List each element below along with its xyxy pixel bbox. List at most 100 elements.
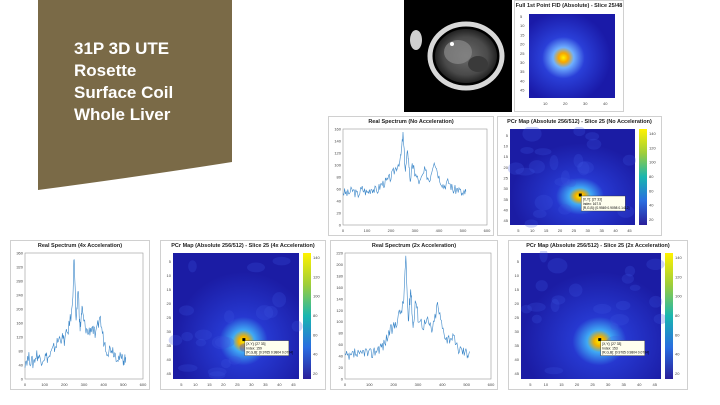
y-tick-label: 0 [21,377,24,382]
y-tick-label: 0 [339,223,342,228]
datatip-line: Index: 167.5 [583,202,601,206]
datatip-line: [X,Y]: [27 33] [602,342,621,346]
texture-blob [621,273,634,284]
y-tick-label: 35 [504,197,509,202]
texture-blob [550,298,560,313]
fid-xtick: 10 [543,101,548,106]
texture-blob [264,305,278,318]
y-tick-label: 280 [16,279,23,284]
texture-blob [228,356,241,365]
x-tick-label: 15 [559,382,564,387]
colorbar-tick: 120 [675,274,682,279]
x-tick-label: 20 [575,382,580,387]
texture-blob [646,258,665,271]
title-box-shape [38,0,232,190]
colorbar-tick: 120 [313,274,320,279]
x-tick-label: 25 [590,382,595,387]
y-tick-label: 80 [339,331,344,336]
x-tick-label: 100 [366,382,373,387]
texture-blob [577,161,590,176]
y-tick-label: 40 [19,363,24,368]
y-tick-label: 180 [336,273,343,278]
fid-map-title: Full 1st Point FID (Absolute) - Slice 25… [515,3,623,9]
y-tick-label: 40 [339,354,344,359]
texture-blob [195,338,207,347]
title-line-3: Surface Coil [74,83,174,102]
texture-blob [558,204,572,215]
x-tick-label: 5 [517,228,520,233]
y-tick-label: 45 [515,371,520,376]
texture-blob [211,335,231,350]
texture-blob [544,367,564,375]
datatip-line: [R,G,B]: [0.9569 0.9098 0.1412] [583,206,630,210]
x-tick-label: 30 [249,382,254,387]
texture-blob [214,336,235,348]
y-tick-label: 5 [169,259,172,264]
x-tick-label: 10 [530,228,535,233]
y-tick-label: 20 [337,211,342,216]
x-tick-label: 5 [529,382,532,387]
y-tick-label: 45 [504,218,509,223]
y-tick-label: 30 [167,329,172,334]
x-tick-label: 15 [207,382,212,387]
fid-map-svg: 10 20 30 40 5 10 15 20 25 30 35 40 45 [520,14,615,106]
y-tick-label: 40 [504,208,509,213]
datatip-line: [X,Y]: [27 33] [583,198,602,202]
colorbar-tick: 100 [649,160,656,165]
texture-blob [551,295,566,305]
texture-blob [208,371,226,380]
texture-blob [649,295,663,308]
y-tick-label: 160 [336,285,343,290]
colorbar [303,253,311,379]
x-tick-label: 45 [627,228,632,233]
datatip-line: Index: 159 [246,346,262,350]
colorbar-tick: 60 [313,332,318,337]
colorbar-tick: 60 [675,332,680,337]
x-tick-label: 45 [653,382,658,387]
colorbar [639,129,647,225]
x-tick-label: 200 [390,382,397,387]
spectrum-2x-panel: Real Spectrum (2x Acceleration) 0 100 200 3… [330,240,498,390]
pcr-map-4x-chart: [X,Y]: [27 33]Index: 159[R,G,B]: [0.9765… [167,253,320,387]
spectrum-line [342,131,467,199]
y-tick-label: 100 [336,319,343,324]
anatomy-drawing [404,0,512,112]
x-tick-label: 200 [388,228,395,233]
x-tick-label: 15 [544,228,549,233]
y-tick-label: 40 [515,357,520,362]
y-tick-label: 25 [504,176,509,181]
y-tick-label: 5 [517,259,520,264]
texture-blob [531,314,542,324]
texture-blob [520,147,534,154]
colorbar-tick: 80 [675,313,680,318]
x-tick-label: 35 [263,382,268,387]
x-tick-label: 0 [344,382,347,387]
fid-ytick: 45 [520,88,525,93]
y-tick-label: 120 [16,335,23,340]
x-tick-label: 40 [277,382,282,387]
fid-yticks: 5 10 15 20 25 30 35 40 45 [520,14,525,93]
x-tick-label: 30 [586,228,591,233]
texture-blob [586,138,602,150]
texture-blob [568,283,583,297]
anatomy-image [404,0,512,112]
y-tick-label: 15 [504,154,509,159]
x-tick-label: 600 [488,382,495,387]
y-tick-label: 60 [337,187,342,192]
y-tick-label: 80 [19,349,24,354]
title-line-1: 31P 3D UTE [74,39,170,58]
x-tick-label: 20 [558,228,563,233]
y-tick-label: 15 [515,287,520,292]
spectrum-2x-chart: 0 100 200 300 400 500 600 0 20 40 60 80 100 120 140 160… [336,251,495,387]
fid-map-panel: Full 1st Point FID (Absolute) - Slice 25… [514,0,624,112]
spectrum-4x-panel: Real Spectrum (4x Acceleration) 0 100 200 3… [10,240,150,390]
y-tick-label: 80 [337,175,342,180]
y-tick-label: 25 [167,315,172,320]
datatip-line: [R,G,B]: [0.9765 0.9804 0.0784] [246,351,293,355]
y-tick-label: 40 [337,199,342,204]
y-tick-label: 220 [336,251,343,256]
colorbar-tick: 40 [313,352,318,357]
texture-blob [524,219,538,228]
colorbar-tick: 80 [313,313,318,318]
spectrum-no-accel-panel: Real Spectrum (No Acceleration) 0 100 200 3… [328,116,494,236]
